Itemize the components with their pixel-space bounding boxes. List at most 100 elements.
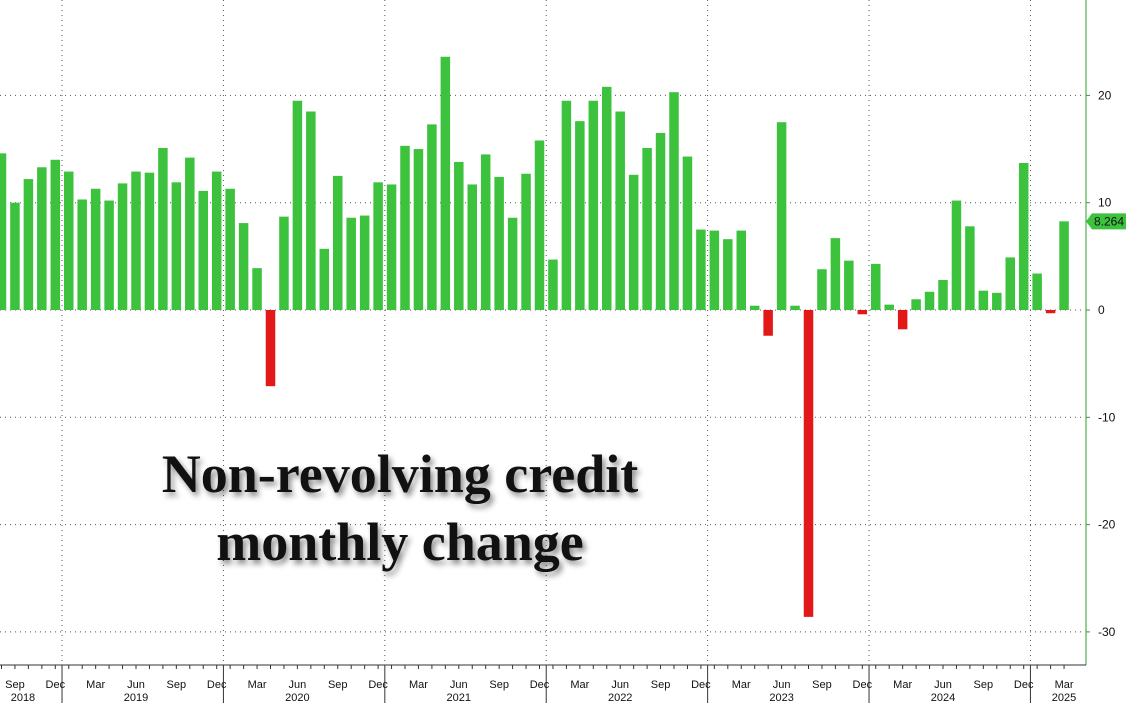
x-tick-label: Dec: [853, 679, 873, 691]
bar: [117, 183, 128, 310]
bar: [521, 173, 531, 310]
bar: [171, 182, 182, 310]
bar: [749, 305, 760, 310]
bar: [602, 86, 612, 310]
x-year-label: 2018: [11, 692, 35, 703]
x-tick-label: Jun: [773, 679, 791, 691]
x-tick-label: Sep: [489, 679, 509, 691]
bar: [844, 260, 854, 310]
y-tick-label: -10: [1098, 410, 1116, 424]
bar: [319, 248, 330, 310]
bar: [265, 310, 276, 387]
bar: [951, 200, 962, 310]
chart-title-line-1: Non-revolving credit: [161, 444, 639, 504]
y-tick-label: 10: [1098, 196, 1112, 210]
x-tick-label: Sep: [651, 679, 671, 691]
bar: [238, 223, 249, 310]
bar: [938, 279, 948, 310]
x-tick-label: Mar: [1055, 679, 1074, 691]
bar: [884, 304, 894, 310]
bar: [561, 100, 572, 310]
last-value-badge: 8.264: [1086, 213, 1126, 230]
y-tick-label: -30: [1098, 625, 1116, 639]
bar: [628, 174, 639, 310]
bar: [23, 179, 34, 310]
bar: [37, 167, 47, 310]
bar: [723, 239, 733, 310]
bar: [1059, 221, 1069, 310]
x-axis: Sep Dec Mar Jun Sep Dec Mar Jun Sep Dec Mar Jun Sep D…: [0, 664, 1086, 703]
bars: [0, 56, 1069, 617]
chart-title-line-2: monthly change: [216, 512, 584, 572]
x-tick-label: Dec: [368, 679, 388, 691]
x-tick-label: Sep: [167, 679, 187, 691]
bar: [736, 230, 746, 310]
x-tick-label: Mar: [732, 679, 751, 691]
chart-title: Non-revolving credit monthly change: [60, 440, 740, 576]
bar: [185, 157, 195, 310]
bar: [507, 217, 518, 310]
bar: [817, 269, 827, 310]
bar: [588, 100, 599, 310]
y-tick-label: 20: [1098, 88, 1112, 102]
y-axis: -30 -20 -10 0 10 20 8.264: [1085, 0, 1126, 665]
bar: [77, 199, 87, 310]
bar: [1045, 310, 1056, 314]
x-tick-label: Sep: [974, 679, 994, 691]
bar: [575, 121, 585, 311]
bar: [400, 145, 410, 310]
x-year-label: 2024: [931, 692, 955, 703]
bar: [386, 184, 397, 310]
bar: [373, 182, 383, 310]
x-tick-label: Dec: [207, 679, 227, 691]
x-tick-label: Mar: [409, 679, 428, 691]
x-tick-label: Dec: [691, 679, 711, 691]
bar: [413, 149, 424, 310]
bar: [279, 216, 289, 310]
bar: [252, 268, 262, 310]
bar: [225, 188, 235, 310]
bar: [682, 156, 693, 310]
bar: [467, 184, 477, 310]
bar: [346, 217, 356, 310]
y-tick-label: 0: [1098, 303, 1105, 317]
bar: [158, 147, 168, 310]
x-year-label: 2019: [124, 692, 148, 703]
bar: [131, 171, 141, 310]
x-tick-label: Jun: [127, 679, 145, 691]
bar: [10, 202, 20, 310]
bar: [1032, 273, 1042, 310]
bar: [306, 111, 316, 310]
bar: [1005, 257, 1015, 310]
bar: [198, 190, 208, 310]
bar: [911, 299, 921, 310]
x-tick-label: Mar: [893, 679, 912, 691]
bar: [0, 153, 7, 310]
bar: [857, 310, 868, 315]
bar: [924, 291, 935, 310]
x-year-label: 2023: [769, 692, 793, 703]
bar: [871, 263, 881, 310]
x-tick-label: Dec: [530, 679, 550, 691]
bar: [669, 92, 679, 311]
x-year-label: 2025: [1052, 692, 1076, 703]
bar: [494, 176, 504, 310]
bar: [534, 140, 545, 310]
bar: [830, 238, 841, 310]
bar: [548, 259, 558, 310]
x-tick-label: Jun: [934, 679, 952, 691]
bar: [803, 310, 814, 617]
bar: [709, 230, 720, 310]
bar: [50, 159, 61, 310]
y-tick-label: -20: [1098, 518, 1116, 532]
bar: [897, 310, 908, 330]
x-tick-label: Sep: [328, 679, 348, 691]
x-tick-label: Mar: [570, 679, 589, 691]
bar: [144, 172, 155, 310]
bar: [655, 132, 666, 310]
bar: [965, 226, 975, 310]
bar: [790, 305, 800, 310]
last-value-badge-bg: [1086, 213, 1126, 230]
bar: [427, 124, 437, 311]
